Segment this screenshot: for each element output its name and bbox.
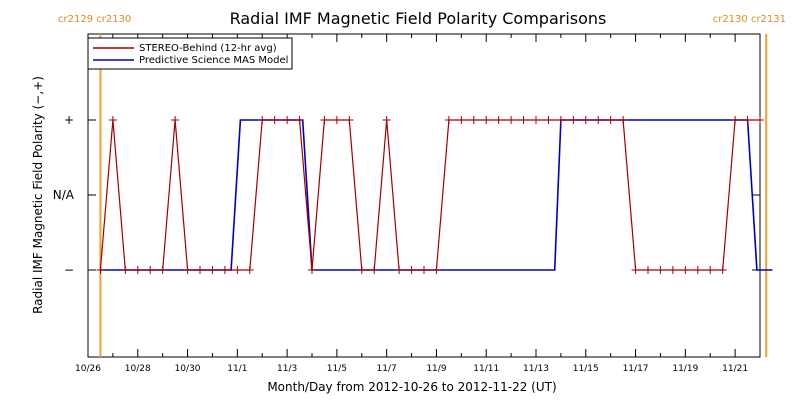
x-tick-label: 11/7 bbox=[377, 364, 397, 374]
data-point-stereo bbox=[644, 266, 652, 274]
data-point-stereo bbox=[706, 266, 715, 274]
data-point-stereo bbox=[332, 116, 341, 124]
data-point-stereo bbox=[196, 266, 204, 274]
data-point-stereo bbox=[283, 116, 292, 124]
data-point-stereo bbox=[482, 116, 491, 124]
data-point-stereo bbox=[532, 116, 540, 124]
data-point-stereo bbox=[444, 116, 453, 124]
carrington-label-right: cr2130 cr2131 bbox=[713, 14, 786, 25]
data-point-stereo bbox=[407, 266, 416, 274]
data-point-stereo bbox=[258, 116, 267, 124]
x-tick-label: 10/26 bbox=[75, 364, 101, 374]
data-point-stereo bbox=[96, 266, 105, 274]
data-point-stereo bbox=[233, 266, 242, 274]
data-point-stereo bbox=[631, 266, 640, 274]
data-point-stereo bbox=[594, 116, 603, 124]
data-point-stereo bbox=[606, 116, 615, 124]
data-point-stereo bbox=[581, 116, 590, 124]
data-point-stereo bbox=[494, 116, 503, 124]
series-line-stereo bbox=[99, 119, 760, 271]
data-point-stereo bbox=[320, 116, 329, 124]
data-point-stereo bbox=[245, 266, 254, 274]
data-point-stereo bbox=[693, 266, 702, 274]
x-tick-label: 11/9 bbox=[426, 364, 446, 374]
x-tick-label: 11/13 bbox=[523, 364, 549, 374]
x-tick-label: 11/21 bbox=[722, 364, 748, 374]
data-point-stereo bbox=[171, 116, 180, 124]
x-tick-label: 11/11 bbox=[473, 364, 499, 374]
data-point-stereo bbox=[146, 266, 155, 274]
chart-title: Radial IMF Magnetic Field Polarity Compa… bbox=[230, 9, 607, 28]
carrington-label-left: cr2129 cr2130 bbox=[58, 14, 131, 25]
data-point-stereo bbox=[220, 266, 229, 274]
y-tick-label: N/A bbox=[53, 188, 75, 202]
data-point-stereo bbox=[519, 116, 528, 124]
data-point-stereo bbox=[108, 116, 117, 124]
y-axis-label: Radial IMF Magnetic Field Polarity (−,+) bbox=[31, 76, 45, 314]
data-point-stereo bbox=[420, 266, 428, 274]
data-point-stereo bbox=[619, 116, 628, 124]
data-point-stereo bbox=[507, 116, 516, 124]
data-point-stereo bbox=[457, 116, 466, 124]
legend-label-mas-model: Predictive Science MAS Model bbox=[139, 55, 288, 66]
data-point-stereo bbox=[668, 266, 677, 274]
data-point-stereo bbox=[295, 116, 304, 124]
data-point-stereo bbox=[270, 116, 279, 124]
series-line-mas-model bbox=[100, 119, 773, 271]
data-point-stereo bbox=[556, 116, 565, 124]
data-point-stereo bbox=[133, 266, 142, 274]
data-point-stereo bbox=[158, 266, 167, 274]
data-point-stereo bbox=[569, 116, 578, 124]
x-tick-label: 11/1 bbox=[227, 364, 247, 374]
data-point-stereo bbox=[382, 116, 391, 124]
data-point-stereo bbox=[183, 266, 192, 274]
data-point-stereo bbox=[208, 266, 217, 274]
data-point-stereo bbox=[370, 266, 379, 274]
legend-label-stereo: STEREO-Behind (12-hr avg) bbox=[139, 43, 277, 54]
x-tick-label: 11/3 bbox=[277, 364, 297, 374]
data-point-stereo bbox=[345, 116, 354, 124]
x-tick-label: 11/17 bbox=[623, 364, 649, 374]
data-point-stereo bbox=[469, 116, 478, 124]
data-point-stereo bbox=[544, 116, 553, 124]
x-tick-label: 11/15 bbox=[573, 364, 599, 374]
data-point-stereo bbox=[718, 266, 727, 274]
x-tick-label: 11/5 bbox=[327, 364, 347, 374]
plot-area-border bbox=[87, 33, 761, 358]
data-point-stereo bbox=[121, 266, 130, 274]
data-point-stereo bbox=[756, 116, 764, 124]
legend: STEREO-Behind (12-hr avg) Predictive Sci… bbox=[87, 37, 293, 70]
data-point-stereo bbox=[395, 266, 404, 274]
y-tick-label: − bbox=[64, 263, 74, 277]
x-tick-label: 10/28 bbox=[125, 364, 151, 374]
x-tick-label: 10/30 bbox=[175, 364, 201, 374]
data-point-stereo bbox=[731, 116, 740, 124]
y-tick-label: + bbox=[64, 113, 74, 127]
data-point-stereo bbox=[743, 116, 752, 124]
data-point-stereo bbox=[357, 266, 366, 274]
x-axis-label: Month/Day from 2012-10-26 to 2012-11-22 … bbox=[267, 380, 556, 394]
data-point-stereo bbox=[432, 266, 441, 274]
data-point-stereo bbox=[656, 266, 665, 274]
legend-box bbox=[87, 37, 293, 70]
data-point-stereo bbox=[681, 266, 690, 274]
x-tick-label: 11/19 bbox=[672, 364, 698, 374]
data-point-stereo bbox=[308, 266, 316, 274]
